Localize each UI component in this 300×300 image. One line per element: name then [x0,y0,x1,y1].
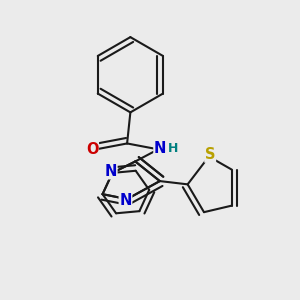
Text: S: S [205,147,215,162]
Text: N: N [119,193,132,208]
Text: O: O [86,142,98,157]
Text: N: N [154,141,166,156]
Text: H: H [168,142,178,155]
Text: N: N [105,164,117,179]
